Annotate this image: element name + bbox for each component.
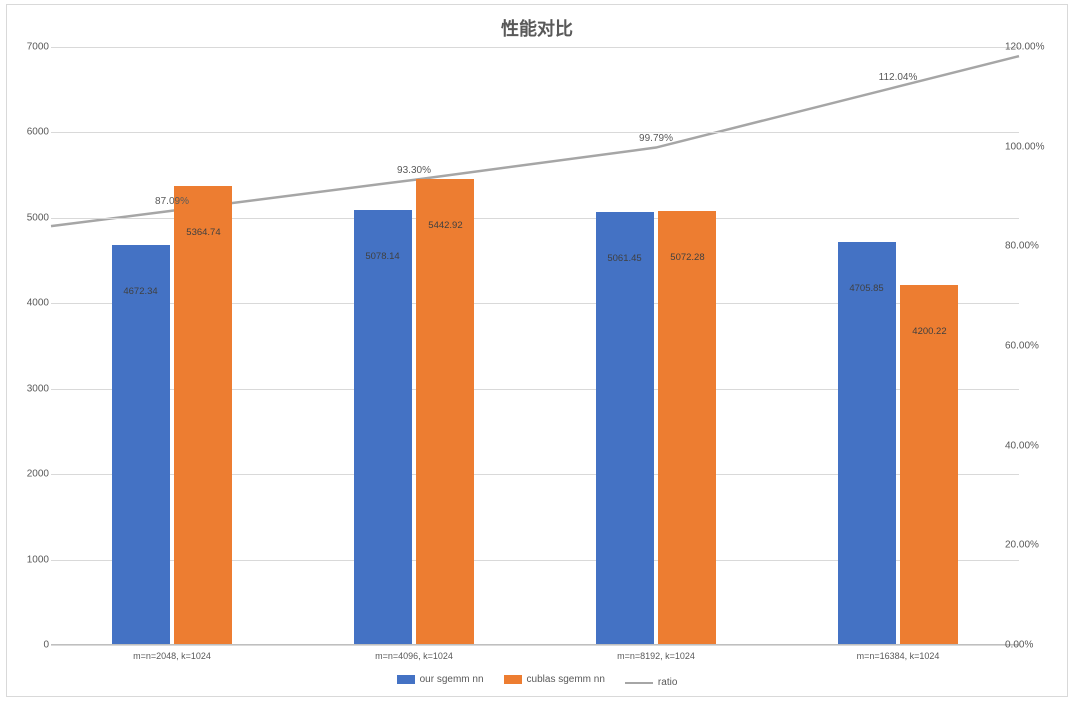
bar-cublas-sgemm xyxy=(416,179,474,644)
bar-cublas-sgemm xyxy=(658,211,716,644)
legend-label: our sgemm nn xyxy=(420,674,484,685)
bar-value-label: 4705.85 xyxy=(849,283,883,294)
ytick-right: 100.00% xyxy=(1005,141,1053,152)
bar-our-sgemm xyxy=(596,212,654,644)
ytick-left: 3000 xyxy=(15,383,49,394)
ytick-right: 60.00% xyxy=(1005,341,1053,352)
ytick-left: 1000 xyxy=(15,554,49,565)
legend-item: our sgemm nn xyxy=(397,674,484,685)
legend-swatch xyxy=(397,675,415,684)
legend-item: ratio xyxy=(625,677,677,688)
xtick-label: m=n=2048, k=1024 xyxy=(133,651,211,661)
legend-swatch xyxy=(504,675,522,684)
ratio-data-label: 99.79% xyxy=(639,133,673,144)
ytick-left: 6000 xyxy=(15,127,49,138)
ytick-left: 5000 xyxy=(15,212,49,223)
bar-value-label: 5072.28 xyxy=(670,252,704,263)
bar-value-label: 4200.22 xyxy=(912,326,946,337)
bar-cublas-sgemm xyxy=(900,285,958,644)
bar-our-sgemm xyxy=(838,242,896,644)
legend-label: cublas sgemm nn xyxy=(527,674,605,685)
gridline xyxy=(51,47,1019,48)
bar-value-label: 5442.92 xyxy=(428,220,462,231)
ytick-right: 0.00% xyxy=(1005,640,1053,651)
bar-cublas-sgemm xyxy=(174,186,232,644)
ytick-right: 120.00% xyxy=(1005,42,1053,53)
ytick-right: 80.00% xyxy=(1005,241,1053,252)
ratio-data-label: 93.30% xyxy=(397,165,431,176)
chart-frame: 性能对比 4672.34 5364.74 5078.14 5442.92 5061.45… xyxy=(6,4,1068,697)
ytick-left: 2000 xyxy=(15,469,49,480)
bar-our-sgemm xyxy=(112,245,170,644)
ytick-left: 7000 xyxy=(15,42,49,53)
chart-title: 性能对比 xyxy=(7,15,1067,41)
ytick-left: 4000 xyxy=(15,298,49,309)
legend: our sgemm nn cublas sgemm nn ratio xyxy=(7,674,1067,689)
ratio-data-label: 112.04% xyxy=(879,72,918,83)
bar-value-label: 5364.74 xyxy=(186,227,220,238)
plot-area: 4672.34 5364.74 5078.14 5442.92 5061.45 5072.… xyxy=(51,47,1019,645)
bar-value-label: 5078.14 xyxy=(365,251,399,262)
bar-value-label: 5061.45 xyxy=(607,253,641,264)
gridline xyxy=(51,132,1019,133)
xtick-label: m=n=4096, k=1024 xyxy=(375,651,453,661)
gridline xyxy=(51,645,1019,646)
xtick-label: m=n=16384, k=1024 xyxy=(857,651,940,661)
legend-item: cublas sgemm nn xyxy=(504,674,605,685)
legend-label: ratio xyxy=(658,677,677,688)
ratio-data-label: 87.09% xyxy=(155,196,189,207)
xtick-label: m=n=8192, k=1024 xyxy=(617,651,695,661)
bar-our-sgemm xyxy=(354,210,412,644)
ytick-left: 0 xyxy=(15,640,49,651)
legend-swatch xyxy=(625,682,653,684)
bar-value-label: 4672.34 xyxy=(123,286,157,297)
ytick-right: 20.00% xyxy=(1005,540,1053,551)
ytick-right: 40.00% xyxy=(1005,440,1053,451)
